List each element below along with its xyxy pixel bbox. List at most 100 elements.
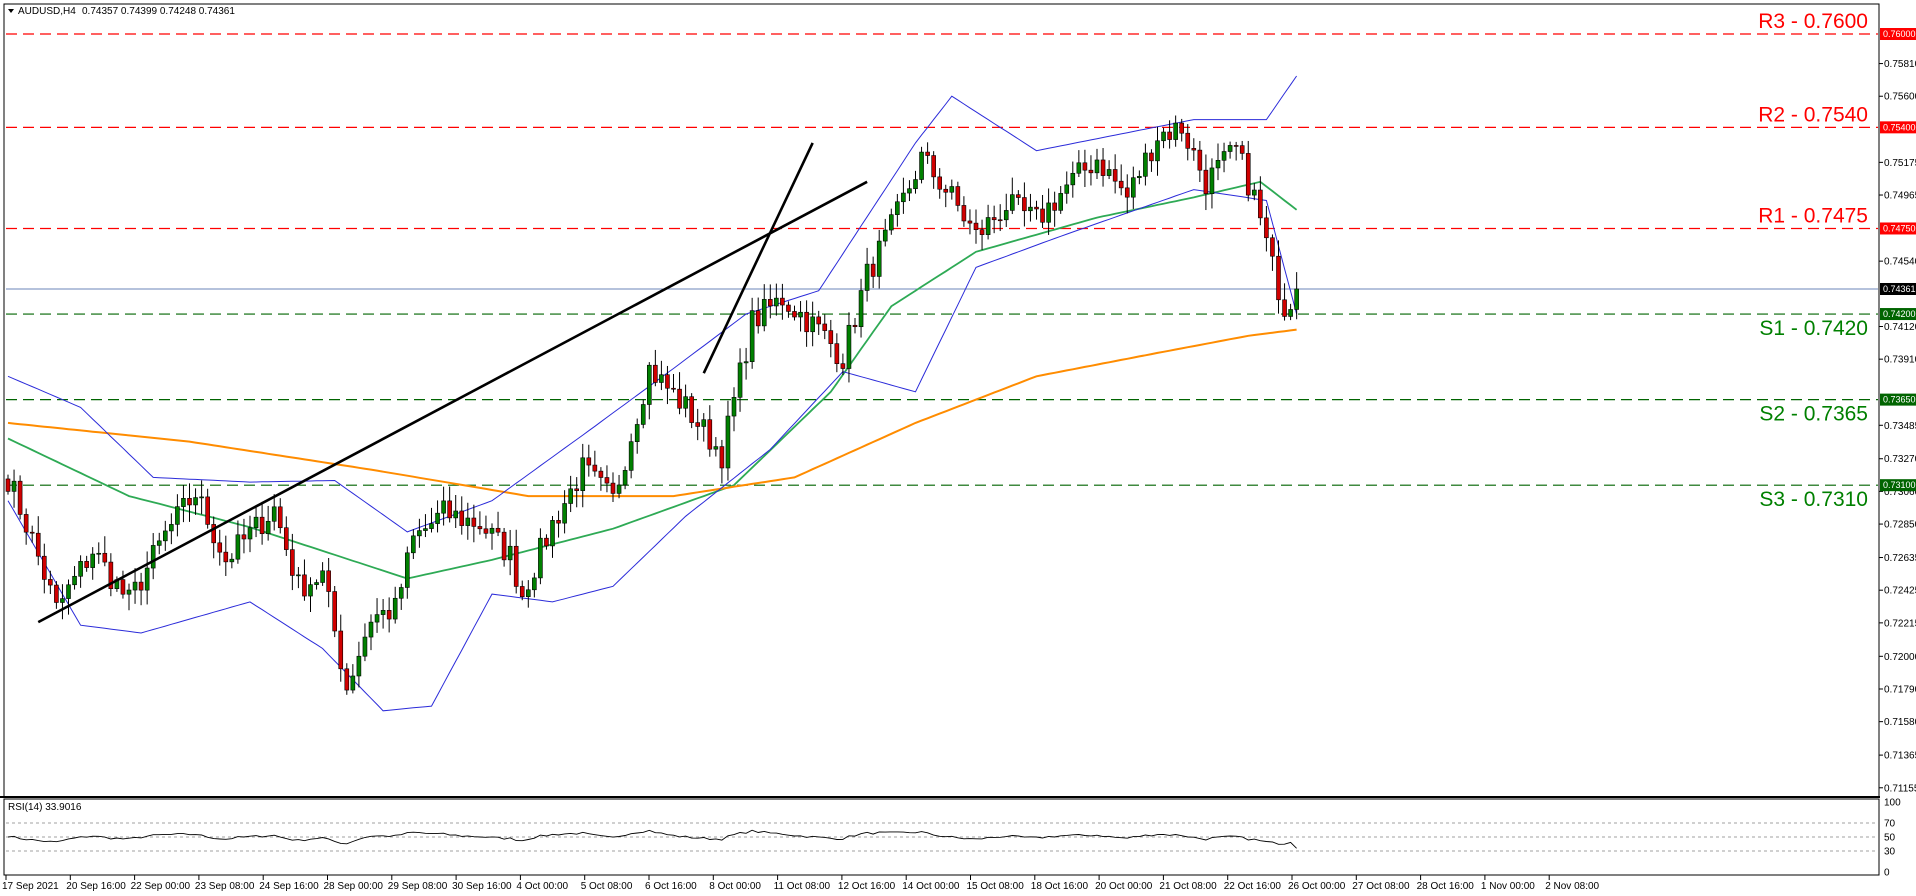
candle-down	[997, 219, 1003, 222]
candle	[96, 542, 102, 564]
candle	[550, 515, 555, 558]
candle-up	[1064, 184, 1070, 194]
candle	[816, 310, 822, 335]
candle-down	[852, 324, 858, 328]
x-tick-label: 22 Sep 00:00	[131, 881, 191, 892]
candle-up	[163, 530, 168, 542]
candle	[840, 353, 846, 376]
candle-down	[967, 220, 973, 224]
candle-down	[1100, 159, 1106, 176]
level-price-tag	[1880, 28, 1916, 41]
trendlines	[37, 142, 868, 624]
candle	[1009, 177, 1015, 215]
candle	[925, 142, 930, 164]
x-tick-label: 12 Oct 16:00	[838, 881, 896, 892]
candle	[1227, 141, 1233, 159]
candle-down	[665, 374, 670, 389]
candle-up	[169, 524, 174, 532]
x-tick-label: 28 Sep 00:00	[324, 881, 384, 892]
level-price-tag-text: 0.74750	[1883, 223, 1916, 233]
candle-down	[1239, 145, 1245, 154]
candle-up	[737, 362, 743, 398]
candle-down	[519, 586, 525, 597]
y-tick-label: 0.73485	[1884, 421, 1916, 432]
candle	[973, 209, 979, 244]
candle-down	[54, 584, 59, 603]
candle-down	[29, 531, 35, 534]
candle-down	[23, 514, 29, 533]
candle	[344, 663, 350, 695]
candle-up	[1252, 189, 1257, 196]
symbol-dropdown-icon[interactable]	[8, 9, 14, 13]
candle	[1149, 149, 1154, 172]
candle	[580, 443, 586, 508]
candle	[628, 433, 634, 479]
x-tick-label: 8 Oct 00:00	[709, 881, 761, 892]
candle	[187, 483, 192, 522]
candle	[586, 444, 592, 477]
candle-down	[1276, 255, 1281, 301]
candle	[937, 168, 943, 199]
candle	[1276, 240, 1281, 314]
candle-up	[411, 535, 416, 554]
candle	[1155, 126, 1160, 176]
candle-down	[604, 477, 610, 484]
candle	[556, 510, 561, 538]
y-tick-label: 0.72425	[1884, 586, 1916, 597]
x-tick-label: 18 Oct 16:00	[1031, 881, 1089, 892]
candle-up	[1058, 193, 1063, 211]
level-price-tag	[1880, 393, 1916, 406]
candle	[435, 500, 440, 533]
candle-up	[60, 598, 65, 603]
candle-down	[828, 330, 834, 344]
candle	[846, 312, 852, 383]
candle	[1094, 148, 1100, 179]
candle	[574, 477, 580, 508]
candle	[931, 151, 936, 189]
rsi-header: RSI(14) 33.9016	[8, 802, 82, 813]
candle	[852, 317, 858, 334]
candle	[955, 181, 961, 212]
candle-down	[1016, 194, 1021, 198]
candle	[1179, 118, 1184, 142]
candle	[247, 515, 253, 553]
candle	[1264, 206, 1269, 252]
candle-up	[749, 310, 755, 362]
candle-down	[653, 364, 658, 383]
candle	[277, 498, 283, 534]
candle-down	[556, 520, 561, 524]
candle-up	[634, 424, 640, 442]
candle	[792, 305, 797, 321]
candle-down	[1258, 189, 1263, 219]
candle-down	[973, 222, 979, 230]
level-label: R3 - 0.7600	[1758, 10, 1868, 33]
candle	[888, 208, 894, 235]
candle-up	[144, 567, 150, 591]
candle-up	[350, 675, 356, 691]
candle	[84, 555, 89, 572]
candle	[72, 566, 77, 590]
candle	[447, 486, 452, 523]
candle	[538, 528, 543, 585]
candle	[1239, 140, 1245, 160]
candle	[501, 527, 507, 567]
level-price-tag-text: 0.73650	[1883, 395, 1916, 405]
support-resistance-lines	[6, 33, 1878, 486]
candle	[519, 580, 525, 601]
candle	[175, 494, 180, 537]
candle-up	[568, 488, 573, 504]
x-tick-label: 20 Oct 00:00	[1095, 881, 1153, 892]
candle-down	[1191, 148, 1197, 151]
candle-down	[513, 545, 519, 587]
y-tick-label: 0.71155	[1884, 783, 1916, 794]
candle-up	[846, 324, 852, 369]
candle-up	[1288, 309, 1293, 317]
main-panel-frame	[3, 3, 1880, 798]
candle-down	[1022, 197, 1027, 212]
candle	[368, 614, 374, 651]
candle-up	[538, 537, 543, 579]
candle-up	[66, 584, 71, 599]
